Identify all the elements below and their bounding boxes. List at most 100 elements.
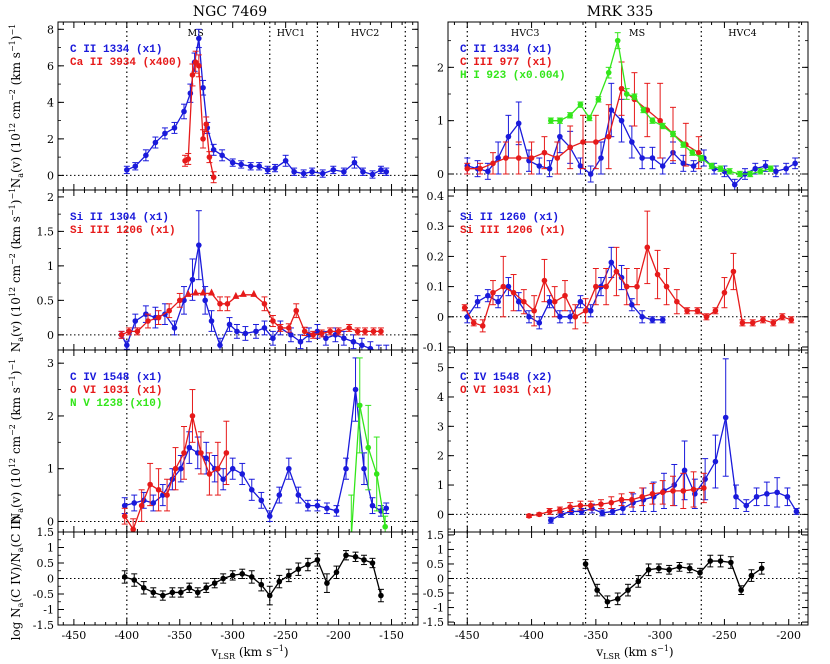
- left-x-axis-label: vLSR (km s−1): [210, 644, 288, 661]
- data-point: [276, 492, 283, 498]
- lower-limit-marker: [250, 289, 258, 297]
- data-point: [370, 328, 377, 335]
- data-point: [505, 283, 512, 290]
- data-point: [684, 307, 690, 314]
- series-si-ii-1260-x1-: [464, 246, 666, 330]
- y-tick-label: 1.5: [37, 526, 55, 539]
- data-point: [657, 117, 663, 124]
- legend-entry: C IV 1548 (x2): [460, 372, 552, 384]
- data-point: [758, 565, 765, 572]
- data-point: [261, 325, 268, 331]
- series-ca-ii-3934-x400-: [182, 50, 217, 184]
- data-point: [623, 283, 630, 290]
- y-tick-label: 0: [437, 311, 444, 324]
- data-point: [629, 139, 635, 145]
- data-point: [663, 283, 670, 290]
- data-point: [206, 154, 213, 160]
- data-point: [690, 163, 697, 169]
- y-tick-label: 1.5: [427, 529, 445, 542]
- data-point: [470, 320, 477, 326]
- data-point: [297, 338, 304, 345]
- data-point: [753, 493, 760, 500]
- data-point: [203, 455, 210, 461]
- data-point: [659, 489, 666, 496]
- region-label: HVC3: [511, 28, 539, 39]
- data-point: [536, 511, 543, 518]
- data-point: [378, 167, 384, 173]
- data-point: [270, 318, 276, 324]
- data-point: [526, 513, 532, 519]
- data-point: [378, 592, 384, 599]
- data-point: [681, 467, 688, 474]
- data-point: [189, 276, 196, 283]
- series-n-v-1238-x10-: [348, 357, 389, 532]
- data-point: [217, 342, 223, 348]
- y-label-part: (v) (10: [9, 297, 23, 337]
- y-tick-label: 0.5: [37, 557, 55, 570]
- y-axis-label: Na(v) (1012 cm−2 (km s−1)−1: [8, 24, 25, 189]
- legend-entry: C IV 1548 (x1): [70, 372, 162, 384]
- data-point: [712, 307, 719, 314]
- y-label-part: 12: [8, 287, 17, 297]
- data-point: [748, 572, 755, 579]
- data-point: [276, 578, 283, 585]
- data-point: [690, 486, 697, 493]
- x-tick-label: -450: [455, 629, 480, 642]
- series-si-iii-1206-x1-: [461, 210, 795, 333]
- series-c-ii-1334-x1-: [123, 28, 390, 179]
- data-point: [548, 117, 554, 124]
- data-point: [608, 499, 615, 506]
- y-axis-label: log Na(C IV)/Na(C II): [9, 516, 25, 641]
- series-line: [120, 245, 376, 350]
- data-point: [219, 152, 225, 159]
- panel-mrk-row3: 0 1 2 3 4 5 C IV 1548 (x2)O VI 1031 (x1): [437, 349, 809, 533]
- data-point: [181, 450, 187, 456]
- data-point: [645, 566, 652, 573]
- data-point: [562, 292, 568, 299]
- y-label-part: −1: [8, 40, 17, 52]
- data-point: [206, 471, 213, 477]
- x-tick-label: -200: [326, 629, 351, 642]
- panel-mrk-row4: -1.5-1 -0.50 0.5 11.5 -450 -400 -350 -300 -250 -2…: [423, 529, 809, 642]
- data-point: [247, 163, 254, 170]
- y-tick-label: 0.3: [427, 220, 445, 233]
- data-point: [640, 107, 647, 113]
- data-point: [343, 465, 349, 472]
- series-line: [550, 417, 797, 521]
- data-point: [670, 131, 676, 137]
- legend-entry: Si III 1206 (x1): [460, 225, 566, 237]
- data-point: [333, 508, 340, 514]
- series-ratio: [121, 550, 384, 606]
- data-point: [200, 136, 206, 142]
- x-tick-label: -350: [583, 629, 608, 642]
- data-point: [577, 101, 584, 108]
- data-point: [639, 493, 645, 500]
- y-tick-label: 2: [437, 61, 444, 74]
- data-point: [495, 155, 501, 161]
- series-line: [121, 292, 381, 336]
- y-label-part: a: [16, 173, 25, 178]
- data-point: [680, 488, 687, 494]
- data-point: [359, 342, 365, 348]
- y-label-part: a: [16, 602, 25, 607]
- y-axis-label: Na(v) (1012 cm−2 (km s−1)−1: [8, 359, 25, 524]
- data-point: [551, 298, 558, 305]
- data-point: [695, 149, 702, 156]
- data-point: [548, 517, 554, 524]
- data-point: [301, 328, 308, 335]
- data-point: [572, 313, 579, 320]
- data-point: [649, 491, 656, 497]
- panel-ngc-row2: 0 0.5 1 1.5 2 Si II 1304 (x1)Si III 1206 (x1): [37, 189, 419, 351]
- y-label-part: N: [9, 342, 23, 353]
- data-point: [717, 558, 724, 564]
- data-point: [654, 271, 661, 278]
- data-point: [707, 558, 714, 564]
- y-tick-label: 1.5: [37, 225, 55, 238]
- y-label-part: (v) (10: [9, 468, 23, 508]
- data-point: [726, 168, 733, 175]
- data-point: [266, 592, 273, 599]
- data-point: [181, 108, 187, 115]
- data-point: [202, 297, 208, 304]
- data-point: [189, 413, 196, 419]
- data-point: [186, 585, 193, 591]
